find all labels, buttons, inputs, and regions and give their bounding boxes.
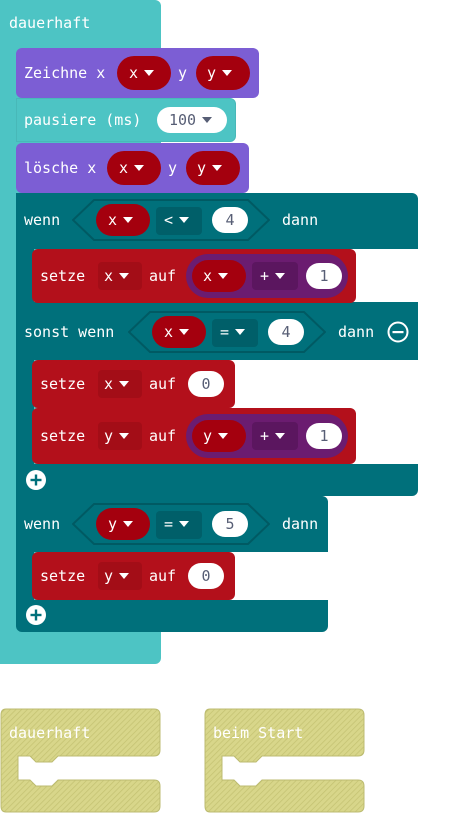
set3-expr-operator: +: [260, 429, 286, 444]
elseif-value-field[interactable]: 4: [268, 319, 304, 345]
ghost-forever-label: dauerhaft: [9, 724, 91, 742]
if-block-footer[interactable]: [16, 464, 418, 496]
dropdown-arrow-icon: [218, 432, 229, 439]
add-branch-icon[interactable]: [25, 604, 47, 626]
dropdown-arrow-icon: [119, 432, 130, 439]
if2-wenn-label: wenn: [24, 515, 61, 533]
plot-x-dropdown: x: [129, 66, 155, 81]
dropdown-arrow-icon: [222, 69, 233, 76]
dropdown-arrow-icon: [119, 380, 130, 387]
set2-setze-label: setze: [40, 375, 86, 393]
unplot-x-variable[interactable]: [107, 151, 161, 185]
unplot-y-dropdown: y: [197, 161, 223, 176]
if2-block-footer[interactable]: [16, 600, 328, 632]
elseif-dann-label: dann: [338, 323, 375, 341]
set3-expr-variable-dropdown: y: [203, 429, 229, 444]
dropdown-arrow-icon: [134, 164, 145, 171]
plot-y-dropdown: y: [207, 66, 233, 81]
set3-expr-operator-dropdown[interactable]: [252, 422, 298, 450]
unplot-label: lösche x: [24, 159, 97, 177]
if1-variable-dropdown: x: [108, 213, 134, 228]
if2-value-field[interactable]: 5: [212, 511, 248, 537]
dropdown-arrow-icon: [218, 272, 229, 279]
if1-operator-dropdown[interactable]: [156, 207, 202, 235]
ghost-on-start-block[interactable]: [204, 708, 366, 814]
dropdown-arrow-icon: [179, 520, 190, 527]
set4-setze-label: setze: [40, 567, 86, 585]
forever-label: dauerhaft: [9, 14, 91, 32]
elseif-operator-dropdown[interactable]: [212, 319, 258, 347]
if1-dann-label: dann: [282, 211, 319, 229]
pause-value-field[interactable]: 100: [157, 107, 227, 133]
set3-setze-label: setze: [40, 427, 86, 445]
set3-expr-value-field[interactable]: 1: [306, 423, 342, 449]
set1-variable: x: [104, 269, 130, 284]
set4-variable: y: [104, 569, 130, 584]
dropdown-arrow-icon: [123, 520, 134, 527]
set4-auf-label: auf: [149, 567, 177, 585]
if1-value-field[interactable]: 4: [212, 207, 248, 233]
if2-operator: =: [164, 517, 190, 532]
dropdown-arrow-icon: [275, 272, 286, 279]
plot-label: Zeichne x: [24, 64, 106, 82]
dropdown-arrow-icon: [202, 116, 213, 123]
set1-auf-label: auf: [149, 267, 177, 285]
set2-variable: x: [104, 377, 130, 392]
set1-setze-label: setze: [40, 267, 86, 285]
if2-operator-dropdown[interactable]: [156, 511, 202, 539]
set3-auf-label: auf: [149, 427, 177, 445]
plot-y-label: y: [178, 64, 188, 82]
elseif-operator: =: [220, 325, 246, 340]
dropdown-arrow-icon: [144, 69, 155, 76]
elseif-label: sonst wenn: [24, 323, 115, 341]
dropdown-arrow-icon: [275, 432, 286, 439]
add-branch-icon[interactable]: [25, 469, 47, 491]
if2-variable[interactable]: [96, 508, 150, 540]
set2-value-field[interactable]: 0: [188, 371, 224, 397]
if1-operator: <: [164, 213, 190, 228]
set1-expr-variable-dropdown: x: [203, 269, 229, 284]
set1-expr-value-field[interactable]: 1: [306, 263, 342, 289]
ghost-on-start-label: beim Start: [213, 724, 304, 742]
if2-variable-dropdown: y: [108, 517, 134, 532]
dropdown-arrow-icon: [119, 272, 130, 279]
if2-dann-label: dann: [282, 515, 319, 533]
ghost-forever-block[interactable]: [0, 708, 162, 814]
dropdown-arrow-icon: [212, 164, 223, 171]
dropdown-arrow-icon: [179, 328, 190, 335]
set3-variable: y: [104, 429, 130, 444]
dropdown-arrow-icon: [123, 216, 134, 223]
dropdown-arrow-icon: [119, 572, 130, 579]
set2-auf-label: auf: [149, 375, 177, 393]
elseif-variable-dropdown: x: [164, 325, 190, 340]
if1-wenn-label: wenn: [24, 211, 61, 229]
dropdown-arrow-icon: [179, 216, 190, 223]
if2-block-spine: [16, 552, 34, 602]
plot-x-variable[interactable]: [117, 56, 171, 90]
unplot-x-dropdown: x: [119, 161, 145, 176]
set1-expr-operator: +: [260, 269, 286, 284]
unplot-y-label: y: [168, 159, 178, 177]
dropdown-arrow-icon: [235, 328, 246, 335]
elseif-variable[interactable]: [152, 316, 206, 348]
if1-variable[interactable]: [96, 204, 150, 236]
set4-value-field[interactable]: 0: [188, 563, 224, 589]
set1-expr-operator-dropdown[interactable]: [252, 262, 298, 290]
pause-label: pausiere (ms): [24, 111, 142, 129]
remove-branch-icon[interactable]: [386, 320, 410, 344]
